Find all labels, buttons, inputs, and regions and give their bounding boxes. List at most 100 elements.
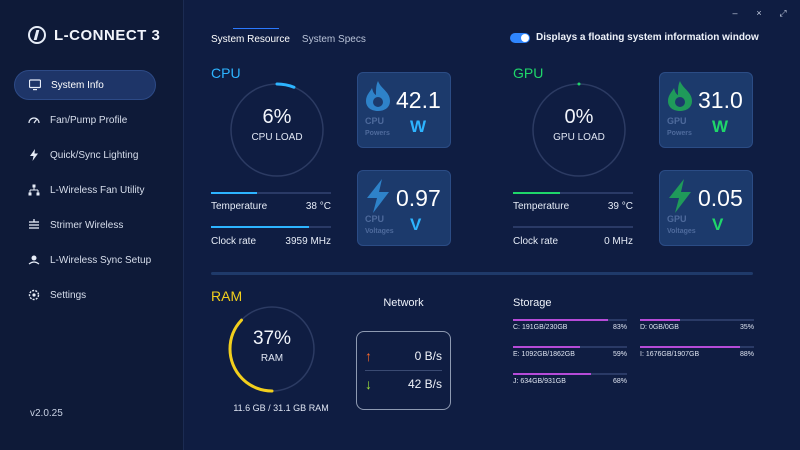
window-controls: – × ⤢ — [730, 8, 788, 19]
cpu-temperature-bar — [211, 192, 331, 194]
close-icon[interactable]: × — [756, 8, 762, 18]
cpu-clock-bar-fill — [211, 226, 310, 228]
cpu-voltage-value: 0.97 — [396, 185, 441, 211]
network-download-row: ↓ 42 B/s — [357, 374, 450, 394]
storage-drive-label: I: 1676GB/1907GB — [640, 351, 700, 358]
ram-ring: 37% RAM — [226, 303, 318, 395]
storage-bar — [640, 319, 754, 321]
sidebar-item-l-wireless-fan-utility[interactable]: L-Wireless Fan Utility — [14, 175, 156, 205]
network-title: Network — [383, 297, 424, 309]
sidebar-item-label: L-Wireless Fan Utility — [50, 184, 145, 196]
cpu-temperature-bar-fill — [211, 192, 257, 194]
sidebar-item-label: System Info — [51, 79, 104, 91]
app-version: v2.0.25 — [30, 408, 63, 419]
gpu-power-name: GPU — [667, 116, 687, 126]
gpu-power-card: 31.0 W GPU Powers — [659, 72, 753, 148]
cpu-clock-bar — [211, 226, 331, 228]
cpu-voltage-name: CPU — [365, 214, 385, 224]
cpu-temperature-value: 38 °C — [305, 201, 331, 212]
sidebar-item-label: Strimer Wireless — [50, 219, 124, 231]
storage-drive-label: J: 634GB/931GB — [513, 378, 566, 385]
network-icon — [28, 184, 40, 196]
arrow-up-icon: ↑ — [365, 348, 372, 364]
sidebar-item-fan-pump-profile[interactable]: Fan/Pump Profile — [14, 105, 156, 135]
flame-icon — [363, 80, 393, 117]
gpu-temperature-label: Temperature — [513, 201, 570, 212]
gpu-clock-bar — [513, 226, 633, 228]
cpu-load-label: CPU LOAD — [251, 132, 303, 143]
storage-drive-label: C: 191GB/230GB — [513, 324, 568, 331]
storage-bar-fill — [513, 319, 608, 321]
sidebar-item-system-info[interactable]: System Info — [14, 70, 156, 100]
gpu-title: GPU — [513, 65, 544, 81]
storage-drive-percent: 83% — [612, 324, 627, 331]
storage-bar — [513, 319, 627, 321]
sidebar-item-label: Fan/Pump Profile — [50, 114, 128, 126]
sidebar-item-label: Settings — [50, 289, 87, 301]
gpu-clock-value: 0 MHz — [604, 236, 633, 247]
lightning-icon — [363, 178, 393, 219]
cpu-voltage-unit: V — [410, 215, 422, 234]
sidebar-item-label: L-Wireless Sync Setup — [50, 254, 152, 266]
storage-bar-fill — [513, 346, 581, 348]
expand-icon[interactable]: ⤢ — [779, 8, 787, 18]
storage-drive-label: D: 0GB/0GB — [640, 324, 679, 331]
network-separator — [365, 370, 442, 371]
cpu-power-unit: W — [410, 117, 427, 136]
storage-drive-percent: 88% — [739, 351, 754, 358]
sidebar-item-quick-sync-lighting[interactable]: Quick/Sync Lighting — [14, 140, 156, 170]
ram-ring-label: RAM — [260, 353, 284, 364]
cpu-voltage-sub: Voltages — [365, 228, 394, 235]
arrow-down-icon: ↓ — [365, 376, 372, 392]
storage-drive-label: E: 1092GB/1862GB — [513, 351, 575, 358]
gpu-clock-label: Clock rate — [513, 236, 559, 247]
storage-title: Storage — [513, 297, 552, 309]
monitor-icon — [29, 79, 41, 91]
lightning-icon — [665, 178, 695, 219]
network-box: ↑ 0 B/s ↓ 42 B/s — [356, 331, 451, 410]
gpu-voltage-sub: Voltages — [667, 228, 696, 235]
flame-icon — [665, 80, 695, 117]
cpu-clock-label: Clock rate — [211, 236, 257, 247]
network-upload-value: 0 B/s — [414, 349, 442, 363]
sidebar-item-label: Quick/Sync Lighting — [50, 149, 139, 161]
floating-window-toggle-row: Displays a floating system information w… — [510, 32, 759, 43]
tab-system-specs[interactable]: System Specs — [301, 34, 366, 45]
tab-system-resource[interactable]: System Resource — [211, 28, 290, 48]
storage-bar — [640, 346, 754, 348]
sidebar-item-strimer-wireless[interactable]: Strimer Wireless — [14, 210, 156, 240]
gpu-load-ring: 0% GPU LOAD — [529, 80, 629, 180]
gpu-voltage-unit: V — [712, 215, 724, 234]
storage-bar — [513, 346, 627, 348]
gear-icon — [28, 289, 40, 301]
tab-bar: System Resource System Specs — [211, 28, 366, 48]
gpu-voltage-card: 0.05 V GPU Voltages — [659, 170, 753, 246]
ram-usage-text: 11.6 GB / 31.1 GB RAM — [233, 403, 329, 413]
gpu-temperature-bar-fill — [513, 192, 560, 194]
floating-window-switch[interactable] — [510, 32, 530, 43]
minimize-icon[interactable]: – — [732, 8, 738, 18]
cpu-power-name: CPU — [365, 116, 385, 126]
sidebar-item-settings[interactable]: Settings — [14, 280, 156, 310]
cpu-power-value: 42.1 — [396, 87, 441, 113]
sidebar-nav: System Info Fan/Pump Profile Quick/Sync … — [14, 70, 156, 315]
sidebar-item-l-wireless-sync-setup[interactable]: L-Wireless Sync Setup — [14, 245, 156, 275]
cpu-load-ring: 6% CPU LOAD — [227, 80, 327, 180]
strimer-icon — [28, 219, 40, 231]
gauge-icon — [28, 114, 40, 126]
gpu-load-value: 0% — [564, 106, 594, 128]
sidebar: L-CONNECT 3 System Info Fan/Pump Profile… — [0, 0, 184, 450]
sync-icon — [28, 254, 40, 266]
cpu-power-sub: Powers — [365, 130, 390, 137]
main-panel: – × ⤢ System Resource System Specs Displ… — [184, 0, 800, 450]
bolt-icon — [28, 149, 40, 161]
network-upload-row: ↑ 0 B/s — [357, 346, 450, 366]
gpu-voltage-name: GPU — [667, 214, 687, 224]
cpu-title: CPU — [211, 65, 241, 81]
network-download-value: 42 B/s — [407, 377, 442, 391]
storage-bar-fill — [640, 346, 741, 348]
gpu-power-value: 31.0 — [698, 87, 743, 113]
cpu-temperature-label: Temperature — [211, 201, 268, 212]
storage-drive-percent: 35% — [739, 324, 754, 331]
